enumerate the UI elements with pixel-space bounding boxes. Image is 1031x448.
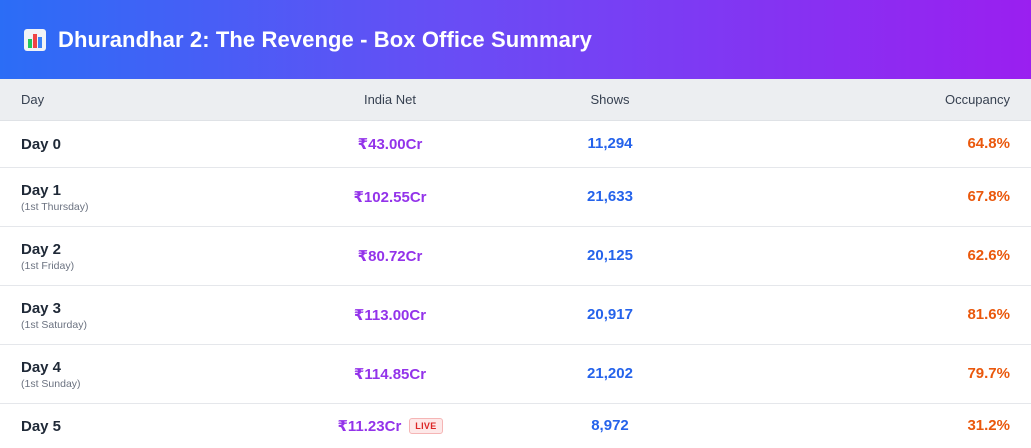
shows-cell: 21,633 bbox=[480, 188, 740, 206]
day-label: Day 0 bbox=[21, 135, 62, 153]
table-row: Day 3 (1st Saturday) ₹113.00Cr 20,917 81… bbox=[0, 286, 1031, 345]
day-cell: Day 5 bbox=[0, 418, 300, 435]
shows-value: 21,633 bbox=[587, 188, 633, 205]
occupancy-cell: 64.8% bbox=[740, 135, 1031, 153]
net-cell: ₹43.00Cr bbox=[300, 135, 480, 154]
shows-cell: 21,202 bbox=[480, 365, 740, 383]
column-header-india-net: India Net bbox=[363, 92, 417, 107]
net-value: ₹114.85Cr bbox=[353, 365, 427, 383]
day-cell: Day 0 bbox=[0, 136, 300, 153]
day-sublabel: (1st Friday) bbox=[21, 259, 75, 272]
bar-chart-icon bbox=[24, 28, 46, 51]
shows-value: 20,917 bbox=[587, 306, 633, 323]
page-header: Dhurandhar 2: The Revenge - Box Office S… bbox=[0, 0, 1031, 79]
occupancy-value: 79.7% bbox=[967, 365, 1010, 382]
day-sublabel: (1st Saturday) bbox=[21, 318, 87, 331]
occupancy-cell: 31.2% bbox=[740, 417, 1031, 435]
shows-value: 20,125 bbox=[587, 247, 633, 264]
day-cell: Day 4 (1st Sunday) bbox=[0, 359, 300, 390]
net-value: ₹102.55Cr bbox=[353, 188, 427, 206]
occupancy-value: 31.2% bbox=[967, 417, 1010, 434]
net-value: ₹11.23Cr bbox=[337, 417, 402, 435]
column-header-shows: Shows bbox=[590, 92, 630, 107]
shows-cell: 11,294 bbox=[480, 135, 740, 153]
table-row: Day 2 (1st Friday) ₹80.72Cr 20,125 62.6% bbox=[0, 227, 1031, 286]
occupancy-value: 67.8% bbox=[967, 188, 1010, 205]
day-label: Day 4 bbox=[21, 358, 62, 376]
day-sublabel: (1st Sunday) bbox=[21, 377, 81, 390]
occupancy-value: 64.8% bbox=[967, 135, 1010, 152]
shows-value: 21,202 bbox=[587, 365, 633, 382]
occupancy-value: 62.6% bbox=[967, 247, 1010, 264]
net-value: ₹43.00Cr bbox=[357, 135, 423, 153]
occupancy-cell: 62.6% bbox=[740, 247, 1031, 265]
shows-cell: 8,972 bbox=[480, 417, 740, 435]
table-row: Day 0 ₹43.00Cr 11,294 64.8% bbox=[0, 121, 1031, 168]
table-row: Day 1 (1st Thursday) ₹102.55Cr 21,633 67… bbox=[0, 168, 1031, 227]
day-sublabel: (1st Thursday) bbox=[21, 200, 89, 213]
occupancy-cell: 79.7% bbox=[740, 365, 1031, 383]
day-label: Day 3 bbox=[21, 299, 62, 317]
day-cell: Day 1 (1st Thursday) bbox=[0, 182, 300, 213]
page-title: Dhurandhar 2: The Revenge - Box Office S… bbox=[58, 26, 592, 52]
net-cell: ₹80.72Cr bbox=[300, 247, 480, 266]
column-header-day: Day bbox=[21, 92, 45, 107]
live-badge: LIVE bbox=[409, 417, 443, 434]
column-header-occupancy: Occupancy bbox=[944, 92, 1010, 107]
table-header: Day India Net Shows Occupancy bbox=[0, 79, 1031, 121]
day-cell: Day 3 (1st Saturday) bbox=[0, 300, 300, 331]
shows-value: 8,972 bbox=[591, 417, 629, 434]
net-cell: ₹102.55Cr bbox=[300, 188, 480, 207]
net-value: ₹113.00Cr bbox=[353, 306, 427, 324]
net-value-wrapper: ₹11.23Cr LIVE bbox=[337, 417, 443, 435]
day-cell: Day 2 (1st Friday) bbox=[0, 241, 300, 272]
table-row: Day 5 ₹11.23Cr LIVE 8,972 31.2% bbox=[0, 404, 1031, 448]
box-office-table: Day India Net Shows Occupancy Day 0 ₹43.… bbox=[0, 79, 1031, 448]
shows-cell: 20,125 bbox=[480, 247, 740, 265]
occupancy-cell: 81.6% bbox=[740, 306, 1031, 324]
net-value: ₹80.72Cr bbox=[357, 247, 423, 265]
shows-value: 11,294 bbox=[587, 135, 633, 152]
net-cell: ₹114.85Cr bbox=[300, 365, 480, 384]
net-cell: ₹11.23Cr LIVE bbox=[300, 417, 480, 436]
net-cell: ₹113.00Cr bbox=[300, 306, 480, 325]
occupancy-cell: 67.8% bbox=[740, 188, 1031, 206]
shows-cell: 20,917 bbox=[480, 306, 740, 324]
day-label: Day 2 bbox=[21, 240, 62, 258]
day-label: Day 5 bbox=[21, 417, 62, 435]
table-row: Day 4 (1st Sunday) ₹114.85Cr 21,202 79.7… bbox=[0, 345, 1031, 404]
day-label: Day 1 bbox=[21, 181, 62, 199]
occupancy-value: 81.6% bbox=[967, 306, 1010, 323]
